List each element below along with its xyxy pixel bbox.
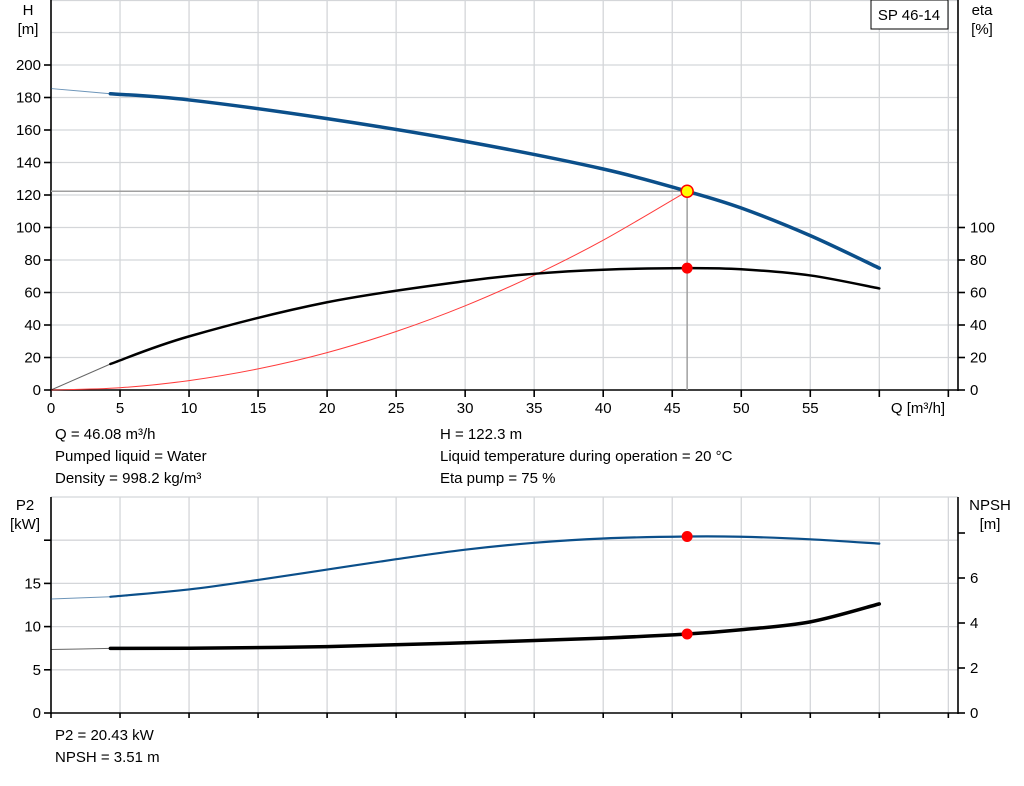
operating-point-p2-marker (681, 530, 693, 542)
h-curve-extrapolated-line (50, 88, 111, 95)
bottom-grid (51, 496, 958, 713)
info-npsh: NPSH = 3.51 m (55, 749, 160, 766)
p2-tick-label: 0 (33, 705, 41, 722)
p2-axis-label: P2 (16, 497, 34, 514)
npsh-curve-extrapolated-line (50, 647, 111, 651)
operating-point-h-marker (680, 184, 694, 199)
tick-labels: 0 5 10 15 20 25 30 35 40 45 50 55020406080100120140… (16, 57, 995, 722)
p2-curve-extrapolated-line (50, 596, 111, 600)
x-tick-label: 50 (733, 400, 750, 417)
h-axis-unit: [m] (18, 21, 39, 38)
info-temperature: Liquid temperature during operation = 20… (440, 448, 733, 465)
eta-curve-line (109, 266, 881, 366)
eta-tick-label: 20 (970, 350, 987, 367)
x-tick-label: 15 (250, 400, 267, 417)
h-tick-label: 80 (24, 252, 41, 269)
h-tick-label: 120 (16, 187, 41, 204)
x-tick-label: 10 (181, 400, 198, 417)
info-eta: Eta pump = 75 % (440, 470, 556, 487)
npsh-tick-label: 0 (970, 705, 978, 722)
npsh-tick-label: 4 (970, 615, 978, 632)
info-density: Density = 998.2 kg/m³ (55, 470, 201, 487)
x-tick-label: 55 (802, 400, 819, 417)
h-tick-label: 180 (16, 90, 41, 107)
eta-tick-label: 100 (970, 220, 995, 237)
eta-curve-extrapolated-line (50, 363, 111, 391)
x-tick-label: 40 (595, 400, 612, 417)
eta-tick-label: 40 (970, 317, 987, 334)
h-tick-label: 200 (16, 57, 41, 74)
x-tick-label: 45 (664, 400, 681, 417)
axes (44, 0, 965, 718)
x-tick-label: 30 (457, 400, 474, 417)
title-box-label: SP 46-14 (878, 7, 940, 24)
x-tick-label: 0 (47, 400, 55, 417)
eta-axis-unit: [%] (971, 21, 993, 38)
p2-axis-unit: [kW] (10, 516, 40, 533)
x-tick-label: 5 (116, 400, 124, 417)
title-box (870, 0, 949, 30)
eta-axis-label: eta (972, 2, 994, 19)
h-tick-label: 40 (24, 317, 41, 334)
q-axis-label: Q [m³/h] (891, 400, 945, 417)
x-tick-label: 20 (319, 400, 336, 417)
operating-point-eta-marker (681, 262, 693, 274)
h-tick-label: 140 (16, 155, 41, 172)
system-curve-line (50, 190, 688, 391)
info-liquid: Pumped liquid = Water (55, 448, 207, 465)
npsh-curve-line (108, 602, 882, 651)
h-tick-label: 20 (24, 350, 41, 367)
h-tick-label: 60 (24, 285, 41, 302)
npsh-axis-label: NPSH (969, 497, 1011, 514)
operating-point-npsh-marker (681, 628, 693, 640)
eta-tick-label: 60 (970, 285, 987, 302)
h-tick-label: 160 (16, 122, 41, 139)
x-tick-label: 25 (388, 400, 405, 417)
info-q: Q = 46.08 m³/h (55, 426, 155, 443)
eta-tick-label: 80 (970, 252, 987, 269)
npsh-tick-label: 6 (970, 570, 978, 587)
npsh-tick-label: 2 (970, 660, 978, 677)
npsh-axis-unit: [m] (980, 516, 1001, 533)
h-curve-line (108, 92, 882, 270)
curves (50, 88, 882, 651)
h-tick-label: 0 (33, 382, 41, 399)
p2-curve-line (109, 535, 881, 598)
info-p2: P2 = 20.43 kW (55, 727, 155, 744)
top-grid (51, 0, 958, 390)
info-h: H = 122.3 m (440, 426, 522, 443)
x-tick-label: 35 (526, 400, 543, 417)
p2-tick-label: 15 (24, 575, 41, 592)
h-axis-label: H (23, 2, 34, 19)
h-tick-label: 100 (16, 220, 41, 237)
p2-tick-label: 10 (24, 619, 41, 636)
p2-tick-label: 5 (33, 662, 41, 679)
eta-tick-label: 0 (970, 382, 978, 399)
